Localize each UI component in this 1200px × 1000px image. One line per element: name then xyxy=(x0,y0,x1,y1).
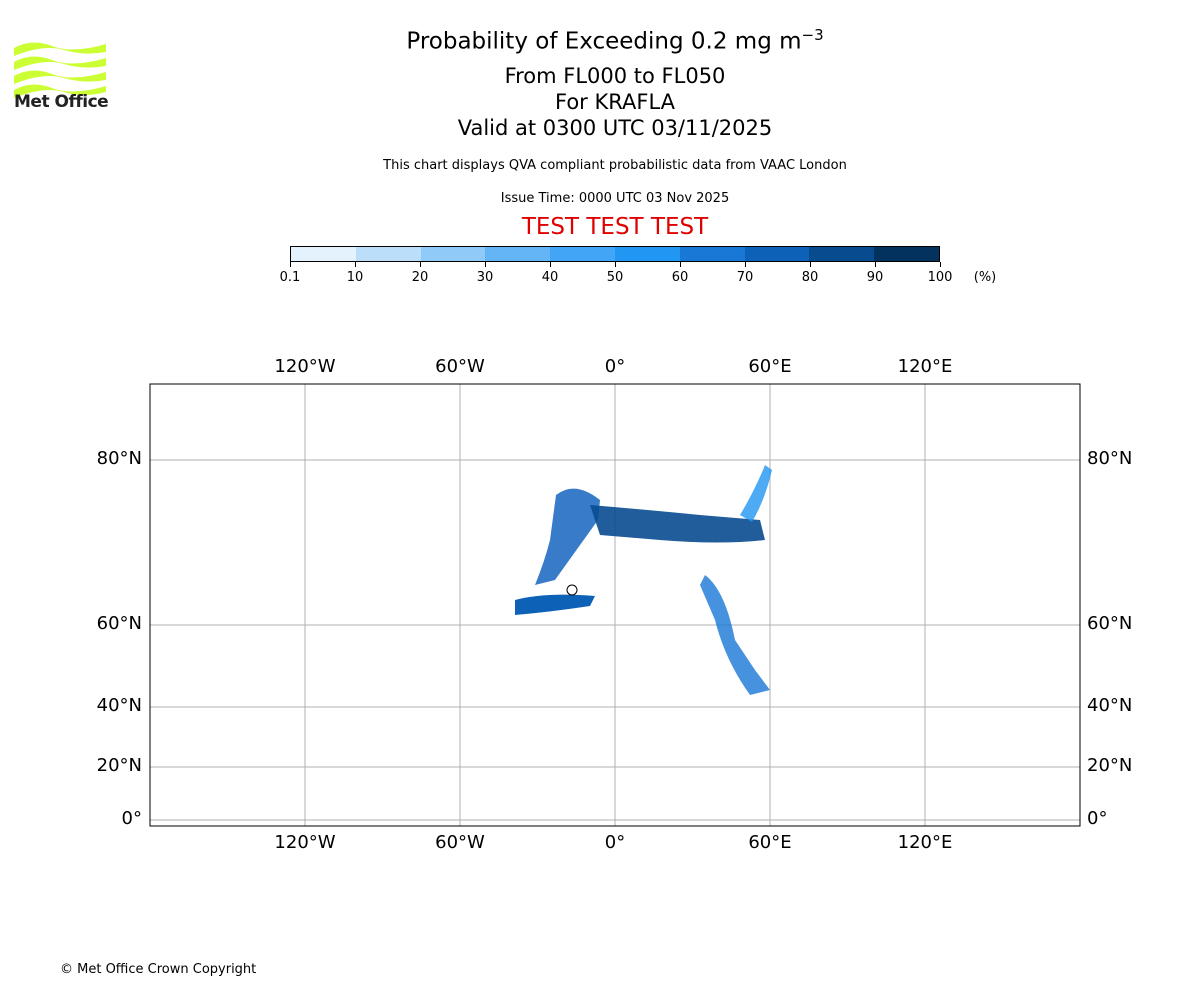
axis-tick-label: 120°W xyxy=(274,356,336,377)
met-office-logo xyxy=(14,42,106,98)
colorbar-tick-mark xyxy=(355,262,356,267)
title-exponent: −3 xyxy=(801,26,824,44)
axis-tick-label: 120°E xyxy=(897,356,953,377)
test-banner: TEST TEST TEST xyxy=(521,214,709,240)
colorbar-segment xyxy=(874,247,939,261)
volcano-name: For KRAFLA xyxy=(555,90,675,114)
axis-tick-label: 40°N xyxy=(1087,695,1133,716)
colorbar-segment xyxy=(550,247,615,261)
axis-tick-label: 20°N xyxy=(1087,755,1133,776)
axis-tick-label: 120°W xyxy=(274,832,336,853)
title-text: Probability of Exceeding 0.2 mg m xyxy=(406,28,802,55)
logo-text: Met Office xyxy=(14,92,109,112)
colorbar-tick-label: 100 xyxy=(927,270,953,285)
colorbar-tick-mark xyxy=(680,262,681,267)
colorbar-segment xyxy=(744,247,810,261)
axis-tick-label: 60°E xyxy=(748,832,792,853)
colorbar-tick-label: 80 xyxy=(801,270,819,285)
colorbar-tick-mark xyxy=(290,262,291,267)
volcano-marker xyxy=(566,584,578,596)
axis-tick-label: 80°N xyxy=(96,448,142,469)
colorbar-tick-label: 70 xyxy=(736,270,754,285)
colorbar-segment xyxy=(679,247,745,261)
issue-time: Issue Time: 0000 UTC 03 Nov 2025 xyxy=(500,191,730,206)
axis-tick-label: 60°N xyxy=(96,613,142,634)
axis-tick-label: 0° xyxy=(121,808,142,829)
axis-tick-label: 0° xyxy=(604,356,626,377)
chart-title: Probability of Exceeding 0.2 mg m−3 xyxy=(0,26,1200,55)
colorbar-segment xyxy=(355,247,421,261)
plume-greenland xyxy=(535,488,600,585)
axis-tick-label: 20°N xyxy=(96,755,142,776)
colorbar-segment xyxy=(809,247,875,261)
colorbar-tick-mark xyxy=(550,262,551,267)
description: This chart displays QVA compliant probab… xyxy=(383,158,847,173)
colorbar-tick-mark xyxy=(940,262,941,267)
flight-levels: From FL000 to FL050 xyxy=(504,64,726,88)
colorbar-tick-mark xyxy=(810,262,811,267)
colorbar-tick-label: 0.1 xyxy=(279,270,301,285)
plume-russia xyxy=(700,575,770,695)
colorbar-tick-mark xyxy=(745,262,746,267)
valid-time: Valid at 0300 UTC 03/11/2025 xyxy=(457,116,773,140)
axis-tick-label: 40°N xyxy=(96,695,142,716)
colorbar xyxy=(290,246,940,262)
colorbar-tick-label: 20 xyxy=(411,270,429,285)
axis-tick-label: 120°E xyxy=(897,832,953,853)
plume-iceland xyxy=(515,594,595,615)
colorbar-tick-label: 10 xyxy=(346,270,364,285)
axis-tick-label: 0° xyxy=(604,832,626,853)
colorbar-tick-mark xyxy=(615,262,616,267)
axis-tick-label: 80°N xyxy=(1087,448,1133,469)
plume-arctic xyxy=(590,505,765,543)
colorbar-tick-label: 40 xyxy=(541,270,559,285)
colorbar-tick-label: 90 xyxy=(866,270,884,285)
colorbar-segment xyxy=(485,247,551,261)
colorbar-tick-mark xyxy=(875,262,876,267)
axis-tick-label: 60°W xyxy=(435,832,485,853)
colorbar-tick-label: 60 xyxy=(671,270,689,285)
colorbar-tick-label: 30 xyxy=(476,270,494,285)
ash-plume xyxy=(515,465,772,695)
colorbar-tick-mark xyxy=(485,262,486,267)
colorbar-tick-mark xyxy=(420,262,421,267)
copyright: © Met Office Crown Copyright xyxy=(60,962,257,977)
colorbar-segment xyxy=(291,247,356,261)
plume-north xyxy=(740,465,772,522)
colorbar-unit: (%) xyxy=(973,270,997,285)
colorbar-tick-label: 50 xyxy=(606,270,624,285)
axis-tick-label: 0° xyxy=(1087,808,1108,829)
axis-tick-label: 60°N xyxy=(1087,613,1133,634)
axis-tick-label: 60°W xyxy=(435,356,485,377)
axis-tick-label: 60°E xyxy=(748,356,792,377)
colorbar-segment xyxy=(614,247,680,261)
colorbar-segment xyxy=(420,247,486,261)
